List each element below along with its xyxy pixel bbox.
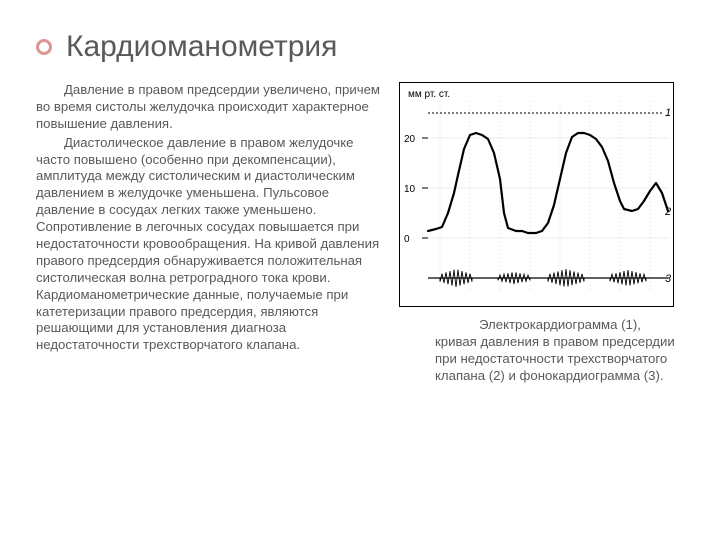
paragraph-2: Диастолическое давление в правом желудоч…: [36, 135, 381, 355]
title-row: Кардиоманометрия: [36, 30, 684, 64]
page-title: Кардиоманометрия: [66, 30, 337, 64]
svg-text:мм рт. ст.: мм рт. ст.: [408, 89, 450, 100]
slide: Кардиоманометрия Давление в правом предс…: [0, 0, 720, 540]
chart-container: мм рт. ст. 20 10 0 1 2 3: [399, 82, 674, 307]
bullet-icon: [36, 39, 52, 55]
figure-caption: Электрокардиограмма (1), кривая давления…: [399, 317, 679, 385]
svg-text:3: 3: [665, 273, 672, 285]
figure-column: мм рт. ст. 20 10 0 1 2 3 Электрокардиограмма (…: [399, 82, 679, 385]
svg-text:2: 2: [664, 206, 671, 218]
content-row: Давление в правом предсердии увеличено, …: [36, 82, 684, 385]
paragraph-1: Давление в правом предсердии увеличено, …: [36, 82, 381, 133]
svg-text:1: 1: [665, 107, 671, 119]
body-text: Давление в правом предсердии увеличено, …: [36, 82, 381, 385]
cardiomanometry-chart: мм рт. ст. 20 10 0 1 2 3: [400, 83, 675, 308]
svg-text:0: 0: [404, 234, 410, 245]
svg-text:10: 10: [404, 184, 416, 195]
svg-text:20: 20: [404, 134, 416, 145]
